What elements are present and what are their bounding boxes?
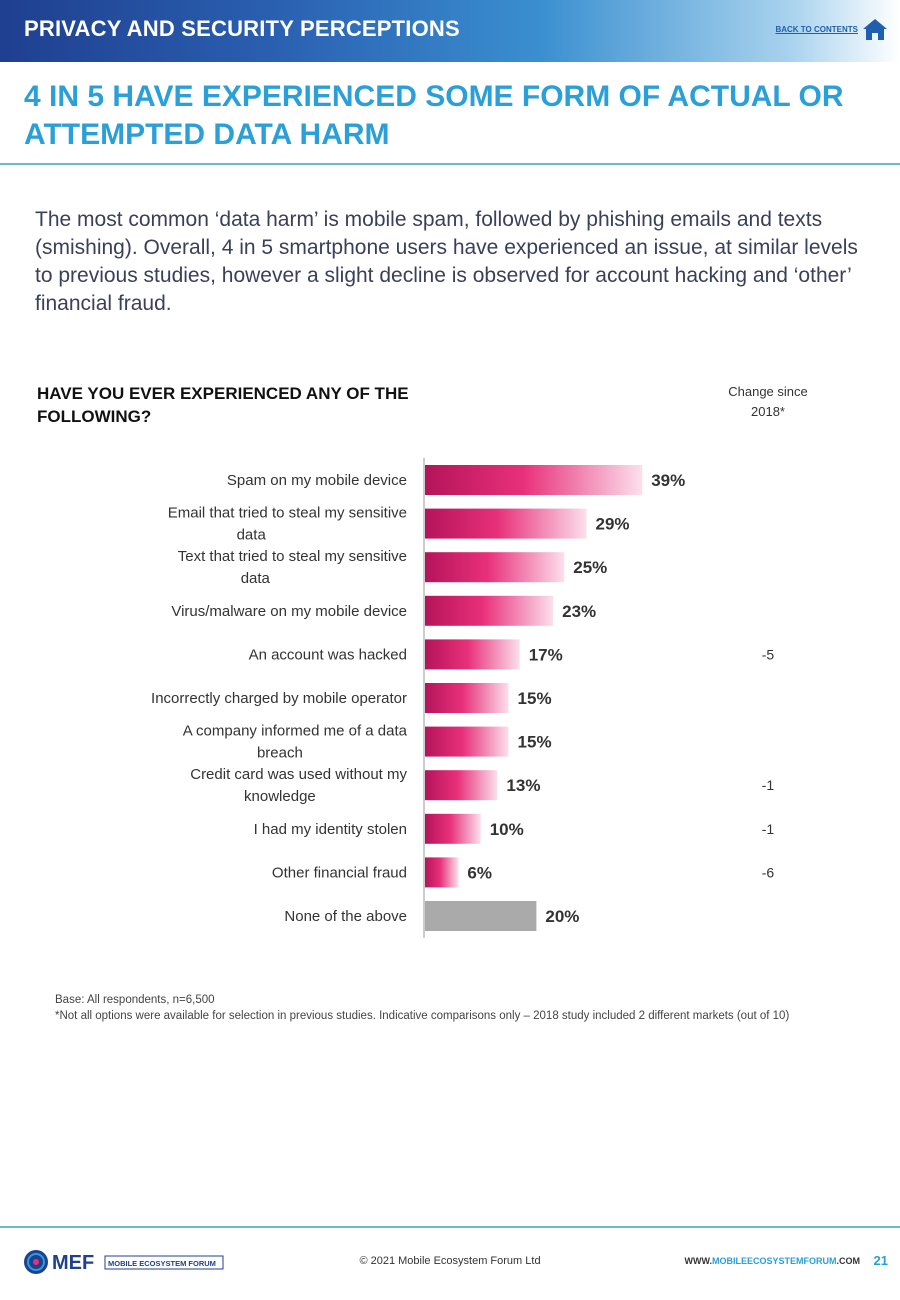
website-suffix: .COM	[836, 1256, 861, 1266]
bar	[425, 726, 509, 757]
category-label: Spam on my mobile device	[227, 472, 407, 489]
copyright: © 2021 Mobile Ecosystem Forum Ltd	[359, 1255, 541, 1267]
data-label: 17%	[529, 645, 563, 664]
category-label: Email that tried to steal my sensitive	[168, 505, 407, 522]
category-label: None of the above	[284, 908, 407, 925]
bar	[425, 901, 537, 931]
data-label: 20%	[545, 907, 579, 926]
chart-notes: Base: All respondents, n=6,500 *Not all …	[55, 992, 845, 1024]
chart-title: HAVE YOU EVER EXPERIENCED ANY OF THE FOL…	[37, 384, 409, 426]
logo-subtitle: MOBILE ECOSYSTEM FORUM	[108, 1259, 216, 1268]
page-headline: 4 IN 5 HAVE EXPERIENCED SOME FORM OF ACT…	[24, 80, 844, 151]
page-number: 21	[873, 1253, 888, 1268]
bar-chart: 39% Spam on my mobile device 29% Email that…	[151, 458, 775, 938]
change-column-header: Change since 2018*	[728, 384, 808, 419]
base-note: Base: All respondents, n=6,500	[55, 994, 215, 1006]
category-label: An account was hacked	[249, 646, 407, 663]
data-label: 23%	[562, 602, 596, 621]
header-band	[0, 0, 900, 62]
website-highlight: MOBILEECOSYSTEMFORUM	[711, 1256, 837, 1266]
website-link[interactable]: WWW.MOBILEECOSYSTEMFORUM.COM	[684, 1256, 860, 1266]
category-label: Virus/malware on my mobile device	[171, 603, 407, 620]
bar	[425, 595, 554, 626]
change-value: -1	[762, 821, 775, 837]
category-label: A company informed me of a data	[183, 723, 408, 740]
category-label: data	[237, 527, 267, 544]
data-label: 15%	[518, 689, 552, 708]
section-title: PRIVACY AND SECURITY PERCEPTIONS	[24, 16, 460, 41]
bar	[425, 465, 643, 495]
category-label: knowledge	[244, 788, 316, 805]
category-label: Text that tried to steal my sensitive	[178, 548, 407, 565]
bar	[425, 639, 520, 670]
bar	[425, 857, 459, 888]
intro-paragraph: The most common ‘data harm’ is mobile sp…	[35, 208, 858, 315]
category-label: Other financial fraud	[272, 864, 407, 881]
category-label: Incorrectly charged by mobile operator	[151, 690, 407, 707]
website-prefix: WWW.	[684, 1256, 712, 1266]
data-label: 25%	[573, 558, 607, 577]
header-divider	[0, 163, 900, 165]
change-value: -5	[762, 646, 775, 662]
mef-logo[interactable]: MEF MOBILE ECOSYSTEM FORUM	[22, 1247, 232, 1277]
logo-text: MEF	[52, 1252, 94, 1274]
category-label: I had my identity stolen	[254, 821, 407, 838]
bar	[425, 770, 498, 801]
change-value: -6	[762, 864, 775, 880]
category-label: data	[241, 570, 271, 587]
bar	[425, 552, 565, 583]
back-to-contents-link[interactable]: BACK TO CONTENTS	[775, 25, 858, 34]
change-value: -1	[762, 777, 775, 793]
bar	[425, 813, 481, 844]
footnote: *Not all options were available for sele…	[55, 1010, 790, 1022]
data-label: 10%	[490, 820, 524, 839]
data-label: 6%	[467, 863, 492, 882]
category-label: Credit card was used without my	[190, 766, 407, 783]
bar	[425, 508, 587, 539]
data-label: 39%	[651, 471, 685, 490]
data-label: 29%	[596, 515, 630, 534]
data-label: 15%	[518, 733, 552, 752]
bar	[425, 683, 509, 713]
home-icon[interactable]	[862, 17, 888, 41]
category-label: breach	[257, 745, 303, 762]
data-label: 13%	[506, 776, 540, 795]
footer-divider	[0, 1226, 900, 1228]
